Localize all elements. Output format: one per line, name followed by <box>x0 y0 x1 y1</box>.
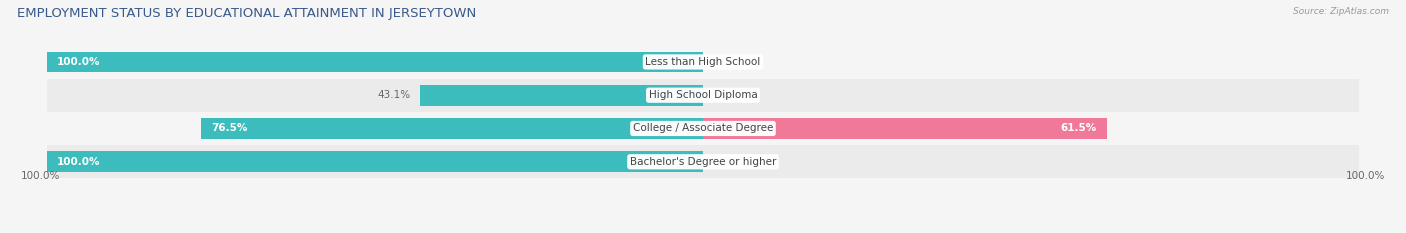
Text: EMPLOYMENT STATUS BY EDUCATIONAL ATTAINMENT IN JERSEYTOWN: EMPLOYMENT STATUS BY EDUCATIONAL ATTAINM… <box>17 7 477 20</box>
Text: 76.5%: 76.5% <box>211 123 247 134</box>
Text: 0.0%: 0.0% <box>713 157 740 167</box>
Text: 0.0%: 0.0% <box>713 90 740 100</box>
Bar <box>46 51 703 72</box>
Text: Less than High School: Less than High School <box>645 57 761 67</box>
Text: 0.0%: 0.0% <box>713 57 740 67</box>
Bar <box>703 118 1107 139</box>
Text: College / Associate Degree: College / Associate Degree <box>633 123 773 134</box>
Text: 100.0%: 100.0% <box>56 57 100 67</box>
Bar <box>46 145 1360 178</box>
Bar <box>201 118 703 139</box>
Bar <box>46 151 703 172</box>
Text: Source: ZipAtlas.com: Source: ZipAtlas.com <box>1294 7 1389 16</box>
Text: 43.1%: 43.1% <box>377 90 411 100</box>
Text: 100.0%: 100.0% <box>56 157 100 167</box>
Text: 100.0%: 100.0% <box>1346 171 1385 181</box>
Bar <box>420 85 703 106</box>
Text: 100.0%: 100.0% <box>21 171 60 181</box>
Bar <box>46 112 1360 145</box>
Bar <box>46 45 1360 79</box>
Text: Bachelor's Degree or higher: Bachelor's Degree or higher <box>630 157 776 167</box>
Text: 61.5%: 61.5% <box>1060 123 1097 134</box>
Bar <box>46 79 1360 112</box>
Legend: In Labor Force, Unemployed: In Labor Force, Unemployed <box>605 231 801 233</box>
Text: High School Diploma: High School Diploma <box>648 90 758 100</box>
